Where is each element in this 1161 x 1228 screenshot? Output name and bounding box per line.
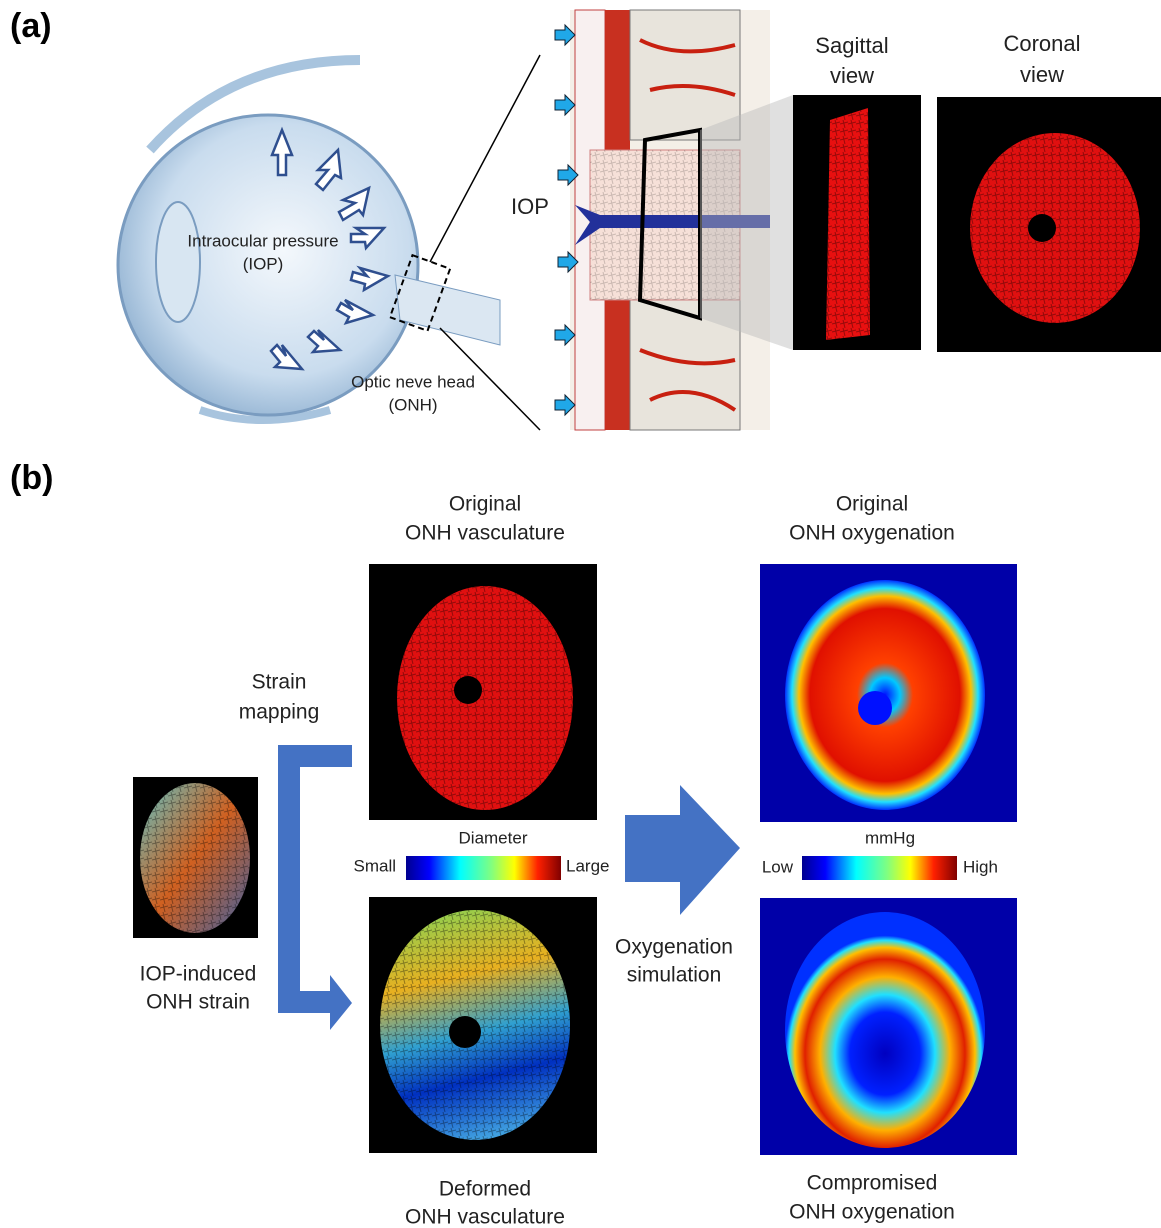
colorbar — [802, 856, 957, 880]
colorbar-low: Low — [762, 857, 794, 876]
image-caption: ONH oxygenation — [789, 1201, 955, 1224]
compromised-oxygenation-image — [760, 898, 1017, 1155]
strain-mapping-arrow — [278, 745, 352, 1030]
view-title: view — [830, 63, 874, 88]
coronal-image — [937, 97, 1161, 352]
image-caption: Deformed — [439, 1178, 531, 1201]
strain-image — [133, 777, 258, 938]
colorbar-high: Large — [566, 856, 609, 875]
image-caption: ONH strain — [146, 991, 250, 1014]
iop-label: (IOP) — [243, 254, 284, 273]
image-caption: ONH vasculature — [405, 1206, 565, 1228]
view-title: view — [1020, 62, 1064, 87]
onh-label: (ONH) — [388, 395, 437, 414]
original-oxygenation-image — [760, 564, 1017, 822]
deformed-vasculature-image — [369, 897, 597, 1153]
panel-label: (b) — [10, 459, 53, 497]
cross-section — [555, 10, 793, 430]
image-title: ONH oxygenation — [789, 522, 955, 545]
colorbar-title: mmHg — [865, 828, 915, 847]
colorbar-title: Diameter — [459, 828, 528, 847]
image-caption: IOP-induced — [140, 963, 257, 986]
panel-label: (a) — [10, 7, 52, 45]
image-title: Original — [449, 493, 521, 516]
colorbar-low: Small — [353, 856, 396, 875]
view-title: Coronal — [1003, 31, 1080, 56]
colorbar-high: High — [963, 857, 998, 876]
sagittal-image — [793, 95, 921, 350]
image-title: Original — [836, 493, 908, 516]
iop-label: Intraocular pressure — [187, 231, 338, 250]
image-title: ONH vasculature — [405, 522, 565, 545]
image-caption: Compromised — [807, 1172, 938, 1195]
step-label: simulation — [627, 964, 722, 987]
step-label: mapping — [239, 701, 320, 724]
iop-section-label: IOP — [511, 194, 549, 219]
figure: (a) Intraocular pressure (IOP) Optic nev… — [0, 0, 1161, 1228]
simulation-arrow — [625, 785, 740, 915]
step-label: Oxygenation — [615, 936, 733, 959]
view-title: Sagittal — [815, 33, 888, 58]
colorbar — [406, 856, 561, 880]
onh-label: Optic neve head — [351, 372, 475, 391]
step-label: Strain — [252, 671, 307, 694]
original-vasculature-image — [369, 564, 597, 820]
